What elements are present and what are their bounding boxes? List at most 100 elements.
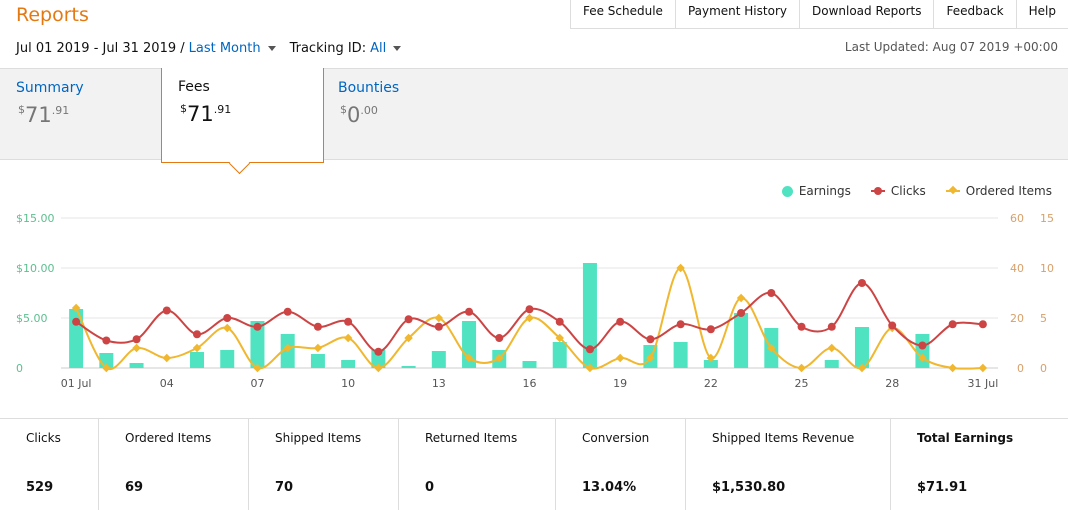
x-tick-label: 04 [160, 377, 174, 390]
earnings-bar [220, 350, 235, 368]
earnings-bar [401, 366, 416, 368]
date-range-text: Jul 01 2019 - Jul 31 2019 / [16, 41, 185, 56]
clicks-point [857, 279, 866, 287]
ordered-items-point [736, 293, 746, 303]
stat-total-earnings: Total Earnings $71.91 [917, 431, 1014, 495]
earnings-bar [854, 327, 869, 368]
ordered-items-point [192, 343, 202, 353]
ordered-items-point [71, 303, 81, 313]
tab-fees-amount: $71.91 [180, 102, 232, 126]
tab-bounties-label: Bounties [338, 80, 400, 96]
payment-history-link[interactable]: Payment History [676, 0, 800, 28]
clicks-point [283, 307, 292, 316]
tab-summary[interactable]: Summary $71.91 [0, 69, 161, 159]
clicks-point [374, 347, 383, 356]
download-reports-link[interactable]: Download Reports [800, 0, 935, 28]
ordered-items-point [162, 353, 172, 363]
legend-earnings[interactable]: Earnings [781, 184, 851, 198]
x-tick-label: 10 [341, 377, 355, 390]
y-mid-tick-label: 40 [1010, 262, 1024, 275]
clicks-point [737, 309, 746, 317]
chart-legend: Earnings Clicks Ordered Items [781, 184, 1052, 198]
clicks-point [676, 320, 685, 329]
ordered-items-point [948, 363, 957, 373]
period-dropdown[interactable]: Last Month [189, 41, 276, 56]
help-link[interactable]: Help [1028, 4, 1056, 18]
clicks-point [918, 341, 927, 350]
y-right-tick-label: 10 [1040, 262, 1054, 275]
earnings-bar [582, 263, 597, 368]
clicks-point [193, 330, 202, 339]
clicks-point [827, 322, 836, 331]
legend-ordered-items[interactable]: Ordered Items [945, 184, 1052, 198]
earnings-bar [431, 351, 446, 368]
ordered-items-point [706, 353, 716, 363]
report-filters: Jul 01 2019 - Jul 31 2019 / Last Month T… [16, 41, 402, 56]
x-tick-label: 25 [795, 377, 809, 390]
tab-bounties[interactable]: Bounties $0.00 [322, 69, 483, 159]
stat-ordered-items: Ordered Items 69 [99, 419, 249, 510]
tab-bounties-amount: $0.00 [340, 103, 378, 127]
earnings-swatch [781, 185, 793, 197]
ordered-items-point [434, 313, 444, 323]
x-tick-label: 13 [432, 377, 446, 390]
earnings-bar [462, 321, 477, 368]
page-title: Reports [16, 4, 89, 26]
y-right-tick-label: 0 [1040, 362, 1047, 375]
stat-returned-items: Returned Items 0 [399, 419, 556, 510]
earnings-bar [734, 313, 749, 368]
ordered-items-point [585, 363, 595, 373]
ordered-items-point [767, 343, 776, 353]
legend-clicks[interactable]: Clicks [870, 184, 926, 198]
tab-summary-label: Summary [16, 80, 84, 96]
ordered-items-swatch [945, 185, 960, 195]
ordered-items-point [827, 343, 837, 353]
ordered-items-point [495, 353, 504, 363]
clicks-point [344, 317, 353, 326]
ordered-items-point [132, 343, 141, 353]
earnings-bar [341, 360, 356, 368]
clicks-point [465, 307, 474, 316]
earnings-chart: 0 0 0 $5.00 20 5 $10.00 40 10 $15.00 60 15 01 Jul 04 0… [16, 212, 1054, 390]
clicks-point [948, 320, 957, 329]
ordered-items-point [978, 363, 988, 373]
clicks-point [132, 335, 141, 344]
ordered-items-point [404, 333, 413, 343]
y-left-tick-label: $5.00 [16, 312, 48, 325]
earnings-bar [703, 360, 718, 368]
tab-fees-label: Fees [178, 79, 210, 95]
y-mid-tick-label: 60 [1010, 212, 1024, 225]
stat-clicks: Clicks 529 [0, 419, 99, 510]
feedback-link[interactable]: Feedback [934, 0, 1017, 28]
clicks-swatch [870, 187, 885, 195]
x-tick-label: 19 [613, 377, 627, 390]
tracking-id-dropdown[interactable]: All [370, 41, 402, 56]
clicks-point [223, 314, 232, 322]
ordered-items-point [615, 353, 625, 363]
x-tick-label: 07 [250, 377, 264, 390]
earnings-bar [371, 350, 386, 368]
fee-schedule-link[interactable]: Fee Schedule [571, 0, 676, 28]
clicks-point [72, 317, 81, 326]
ordered-items-point [525, 313, 534, 323]
tab-fees[interactable]: Fees $71.91 [161, 68, 324, 163]
clicks-point [525, 305, 534, 314]
clicks-point [797, 322, 806, 331]
clicks-point [767, 289, 776, 297]
clicks-point [313, 322, 322, 331]
x-tick-label: 01 Jul [61, 377, 92, 390]
clicks-point [706, 325, 715, 334]
x-tick-label: 16 [523, 377, 537, 390]
tracking-id-label: Tracking ID: [289, 41, 367, 56]
earnings-bar [310, 354, 325, 368]
x-tick-label: 31 Jul [968, 377, 999, 390]
y-mid-tick-label: 0 [1017, 362, 1024, 375]
earnings-bar [250, 321, 265, 368]
stat-shipped-items-revenue: Shipped Items Revenue $1,530.80 [686, 419, 891, 510]
report-tabs: Summary $71.91 Fees $71.91 Bounties $0.0… [0, 68, 1068, 163]
clicks-point [585, 345, 594, 354]
y-right-tick-label: 15 [1040, 212, 1054, 225]
ordered-items-point [646, 353, 655, 363]
y-left-tick-label: $15.00 [16, 212, 55, 225]
earnings-bar [824, 360, 839, 368]
